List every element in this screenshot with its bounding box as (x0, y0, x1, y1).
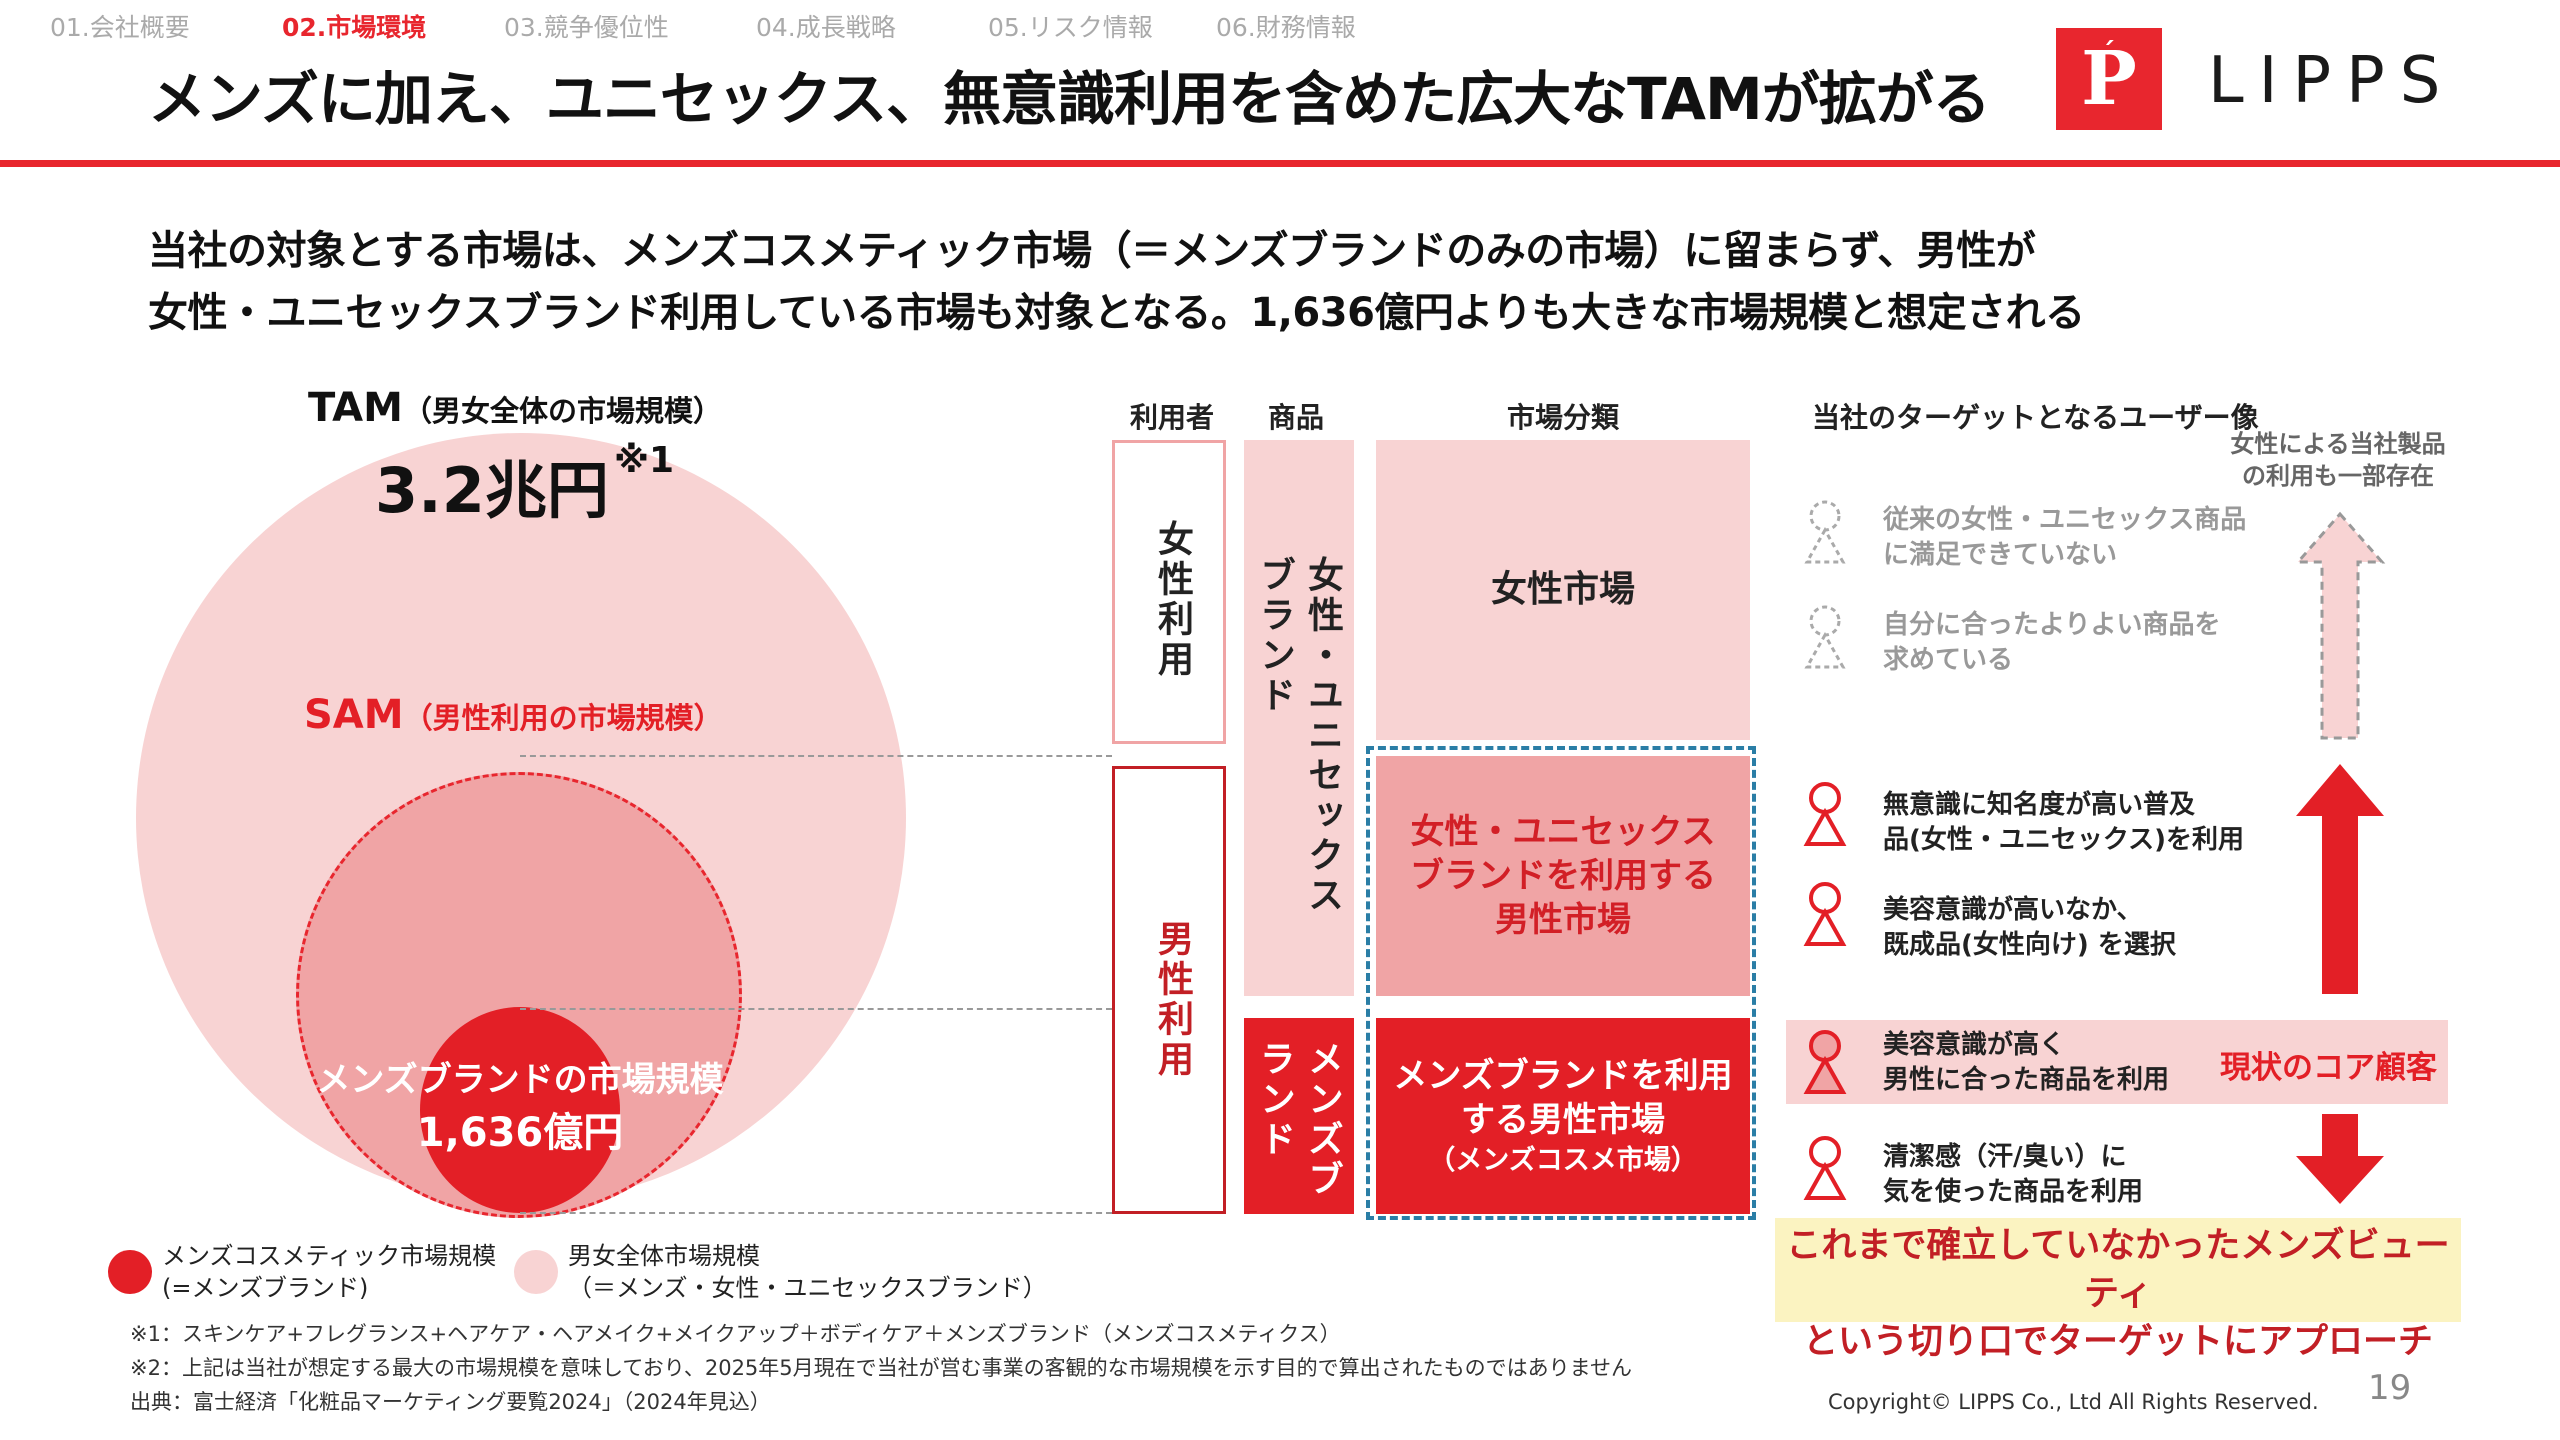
nav-item-growth[interactable]: 04.成長戦略 (756, 13, 896, 42)
persona-3: 無意識に知名度が高い普及 品(女性・ユニセックス)を利用 (1883, 790, 2244, 855)
lead-line-2: 女性・ユニセックスブランド利用している市場も対象となる。1,636億円よりも大き… (148, 290, 2085, 336)
person-icon-6 (1803, 1136, 1847, 1200)
footnote-1: ※1：スキンケア+フレグランス+ヘアケア・ヘアメイク+メイクアップ＋ボディケア＋… (130, 1322, 1341, 1346)
market-mens: メンズブランドを利用 する男性市場 （メンズコスメ市場） (1376, 1018, 1750, 1214)
tam-sub: （男女全体の市場規模） (402, 394, 722, 428)
arrow-up-dashed-icon (2294, 511, 2386, 740)
logo-accent: ´ (2101, 36, 2115, 69)
sam-label: SAM（男性利用の市場規模） (304, 692, 723, 738)
footnote-2: ※2：上記は当社が想定する最大の市場規模を意味しており、2025年5月現在で当社… (130, 1356, 1633, 1380)
user-male-label: 男性利用 (1152, 920, 1193, 1080)
mens-value: 1,636億円 (416, 1110, 624, 1156)
mens-circle (420, 1007, 620, 1213)
copyright: Copyright© LIPPS Co., Ltd All Rights Res… (1828, 1390, 2319, 1414)
market-unisex-line2: ブランドを利用する (1410, 855, 1716, 896)
target-header: 当社のターゲットとなるユーザー像 (1812, 401, 2259, 434)
sam-dashed-frame (1366, 746, 1756, 1220)
market-female: 女性市場 (1376, 440, 1750, 740)
header-product: 商品 (1267, 401, 1324, 434)
market-unisex-line1: 女性・ユニセックス (1410, 811, 1716, 852)
nav-item-risk[interactable]: 05.リスク情報 (988, 13, 1153, 42)
tam-footnote-mark: ※1 (614, 440, 675, 481)
sam-sub: （男性利用の市場規模） (403, 701, 723, 735)
market-mens-line1: メンズブランドを利用 (1393, 1056, 1733, 1097)
approach-text: これまで確立していなかったメンズビューティ という切り口でターゲットにアプローチ (1786, 1226, 2450, 1362)
user-male-box (1112, 766, 1226, 1214)
persona-1: 従来の女性・ユニセックス商品 に満足できていない (1883, 505, 2247, 570)
nav-item-finance[interactable]: 06.財務情報 (1216, 13, 1356, 42)
logo-letter: P (2081, 36, 2137, 122)
tam-value: 3.2兆円 (375, 454, 609, 527)
approach-box (1775, 1218, 2461, 1322)
nav-item-company[interactable]: 01.会社概要 (50, 13, 190, 42)
product-mens-block (1244, 1018, 1354, 1214)
connector-line-sam (520, 755, 1112, 757)
persona-icons (1803, 500, 1847, 1200)
market-unisex-line3: 男性市場 (1495, 900, 1631, 941)
logo-mark (2056, 28, 2162, 130)
legend-pink-dot (514, 1250, 558, 1294)
tam-label: TAM（男女全体の市場規模） (308, 385, 722, 431)
person-icon-core (1803, 1030, 1847, 1094)
header-user: 利用者 (1129, 401, 1214, 434)
person-icon-4 (1803, 882, 1847, 946)
legend-pink-line1: 男女全体市場規模 (568, 1242, 760, 1270)
header-market: 市場分類 (1506, 401, 1619, 434)
logo-text: LIPPS (2208, 44, 2456, 118)
footnote-source: 出典：富士経済「化粧品マーケティング要覧2024」（2024年見込） (130, 1390, 771, 1414)
arrows (2294, 511, 2386, 1204)
core-customer-band (1786, 1020, 2448, 1104)
nav-item-market[interactable]: 02.市場環境 (282, 13, 427, 42)
user-female-label: 女性利用 (1152, 520, 1193, 680)
mens-label: メンズブランドの市場規模 (316, 1060, 724, 1100)
connector-line-bottom (520, 1212, 1112, 1214)
core-customer-label: 現状のコア顧客 (2220, 1050, 2437, 1086)
target-top-note: 女性による当社製品 の利用も一部存在 (2230, 430, 2446, 490)
persona-4: 美容意識が高いなか、 既成品(女性向け) を選択 (1883, 895, 2176, 960)
user-female-box (1112, 440, 1226, 744)
legend-red-dot (108, 1250, 152, 1294)
nav-item-competitive[interactable]: 03.競争優位性 (504, 13, 669, 42)
arrow-down-red-icon (2296, 1114, 2384, 1204)
page-title: メンズに加え、ユニセックス、無意識利用を含めた広大なTAMが拡がる (148, 65, 1991, 133)
page-number: 19 (2368, 1368, 2412, 1408)
persona-5: 美容意識が高く 男性に合った商品を利用 (1883, 1030, 2170, 1095)
product-female-block (1244, 440, 1354, 996)
header-divider (0, 160, 2560, 167)
person-icon-outline-1 (1804, 500, 1846, 564)
product-mens-label: メンズブランド (1254, 1040, 1343, 1200)
legend-red-line2: (=メンズブランド) (162, 1274, 369, 1302)
market-mens-line3: （メンズコスメ市場） (1428, 1144, 1698, 1176)
person-icon-outline-2 (1804, 605, 1846, 669)
arrow-up-red-icon (2296, 764, 2384, 994)
lead-line-1: 当社の対象とする市場は、メンズコスメティック市場（＝メンズブランドのみの市場）に… (148, 228, 2036, 274)
person-icon-3 (1803, 782, 1847, 846)
persona-2: 自分に合ったよりよい商品を 求めている (1883, 610, 2221, 675)
persona-6: 清潔感（汗/臭い）に 気を使った商品を利用 (1883, 1142, 2144, 1207)
market-mens-line2: する男性市場 (1461, 1100, 1665, 1141)
market-unisex-male: 女性・ユニセックス ブランドを利用する 男性市場 (1376, 756, 1750, 996)
connector-line-mens (520, 1008, 1112, 1010)
product-female-label: 女性・ユニセックスブランド (1254, 556, 1343, 916)
legend-red-line1: メンズコスメティック市場規模 (162, 1242, 497, 1270)
legend-pink-line2: （＝メンズ・女性・ユニセックスブランド） (568, 1274, 1047, 1302)
